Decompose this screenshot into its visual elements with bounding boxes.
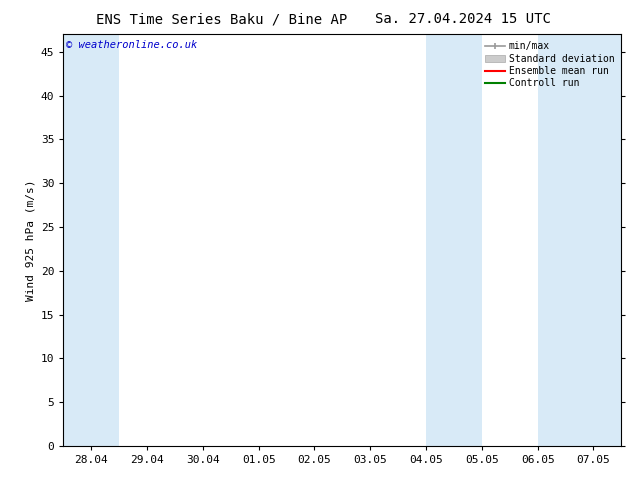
- Text: © weatheronline.co.uk: © weatheronline.co.uk: [66, 41, 197, 50]
- Text: Sa. 27.04.2024 15 UTC: Sa. 27.04.2024 15 UTC: [375, 12, 551, 26]
- Bar: [426, 34, 482, 446]
- Text: ENS Time Series Baku / Bine AP: ENS Time Series Baku / Bine AP: [96, 12, 347, 26]
- Bar: [538, 34, 621, 446]
- Legend: min/max, Standard deviation, Ensemble mean run, Controll run: min/max, Standard deviation, Ensemble me…: [484, 39, 616, 90]
- Y-axis label: Wind 925 hPa (m/s): Wind 925 hPa (m/s): [25, 179, 36, 301]
- Bar: [63, 34, 119, 446]
